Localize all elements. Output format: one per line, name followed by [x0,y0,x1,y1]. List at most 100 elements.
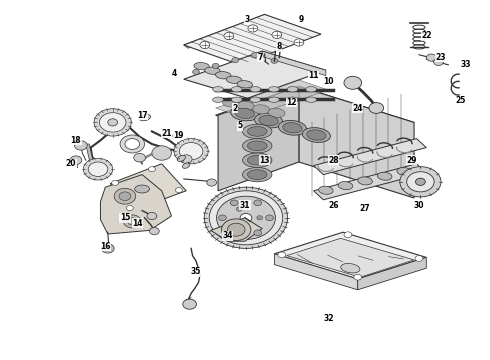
Ellipse shape [287,97,298,102]
Circle shape [400,167,441,197]
Ellipse shape [306,97,317,102]
Circle shape [230,230,238,236]
Circle shape [266,215,273,221]
Ellipse shape [253,105,270,114]
Ellipse shape [341,264,360,273]
Polygon shape [216,86,414,151]
Text: 34: 34 [222,231,233,240]
Circle shape [108,119,118,126]
Text: 26: 26 [328,201,339,210]
Circle shape [101,244,114,253]
Circle shape [354,274,362,280]
Circle shape [212,63,219,68]
Circle shape [230,200,238,206]
Circle shape [209,191,283,245]
Circle shape [149,228,159,235]
Circle shape [248,25,258,32]
Text: 7: 7 [257,53,262,62]
Text: 14: 14 [132,219,143,228]
Polygon shape [100,175,172,234]
Ellipse shape [278,121,307,135]
Text: 24: 24 [352,104,363,112]
Ellipse shape [205,67,220,75]
Ellipse shape [243,167,272,182]
Ellipse shape [247,126,267,136]
Text: 27: 27 [360,204,370,213]
Ellipse shape [358,177,372,185]
Ellipse shape [259,116,278,126]
Circle shape [94,109,131,136]
Polygon shape [262,51,326,76]
Text: 28: 28 [328,156,339,165]
Text: 25: 25 [455,96,466,105]
Text: 10: 10 [323,77,334,85]
Circle shape [183,299,196,309]
Ellipse shape [213,97,223,102]
Ellipse shape [182,163,190,168]
Text: 21: 21 [161,129,172,138]
Ellipse shape [302,128,330,142]
Circle shape [204,187,288,248]
Circle shape [369,103,384,113]
Circle shape [120,135,145,153]
Polygon shape [218,86,299,191]
Text: 2: 2 [233,104,238,112]
Text: 22: 22 [421,31,432,40]
Ellipse shape [269,86,279,92]
Ellipse shape [235,108,254,118]
Circle shape [200,41,210,49]
Circle shape [254,200,262,206]
Circle shape [221,219,251,240]
Circle shape [123,215,141,228]
Circle shape [134,153,146,162]
Ellipse shape [247,170,267,180]
Circle shape [407,172,434,192]
Circle shape [193,69,199,75]
Text: 19: 19 [173,130,184,139]
Text: 5: 5 [238,122,243,130]
Text: 30: 30 [414,201,424,210]
Polygon shape [216,80,328,118]
Circle shape [114,188,136,204]
Ellipse shape [287,86,298,92]
Text: 16: 16 [100,242,111,251]
Text: 4: 4 [172,69,176,78]
Ellipse shape [177,156,185,161]
Ellipse shape [231,106,259,121]
Text: 23: 23 [436,53,446,62]
Circle shape [127,218,137,225]
Circle shape [434,58,443,66]
Circle shape [70,156,82,165]
Circle shape [416,178,425,185]
Ellipse shape [135,185,149,193]
Polygon shape [110,164,186,211]
Polygon shape [184,51,326,98]
Text: 29: 29 [406,156,417,165]
Polygon shape [314,164,426,200]
Circle shape [278,252,286,258]
Text: 17: 17 [137,111,147,120]
Ellipse shape [238,101,254,111]
Text: 3: 3 [245,15,250,24]
Polygon shape [274,254,358,290]
Circle shape [99,113,126,132]
Text: 33: 33 [460,60,471,69]
Polygon shape [86,144,94,166]
Ellipse shape [318,186,333,194]
Text: 20: 20 [66,159,76,168]
Text: 11: 11 [308,71,319,80]
Ellipse shape [250,86,261,92]
Text: 18: 18 [71,136,81,145]
Ellipse shape [237,81,253,88]
Circle shape [224,32,234,40]
Ellipse shape [139,114,150,121]
Circle shape [152,146,172,160]
Circle shape [426,54,436,61]
Circle shape [88,162,108,176]
Text: 8: 8 [277,42,282,51]
Circle shape [119,192,131,201]
Ellipse shape [222,98,239,107]
Circle shape [271,58,278,63]
Text: 35: 35 [191,267,201,276]
Polygon shape [211,218,262,241]
